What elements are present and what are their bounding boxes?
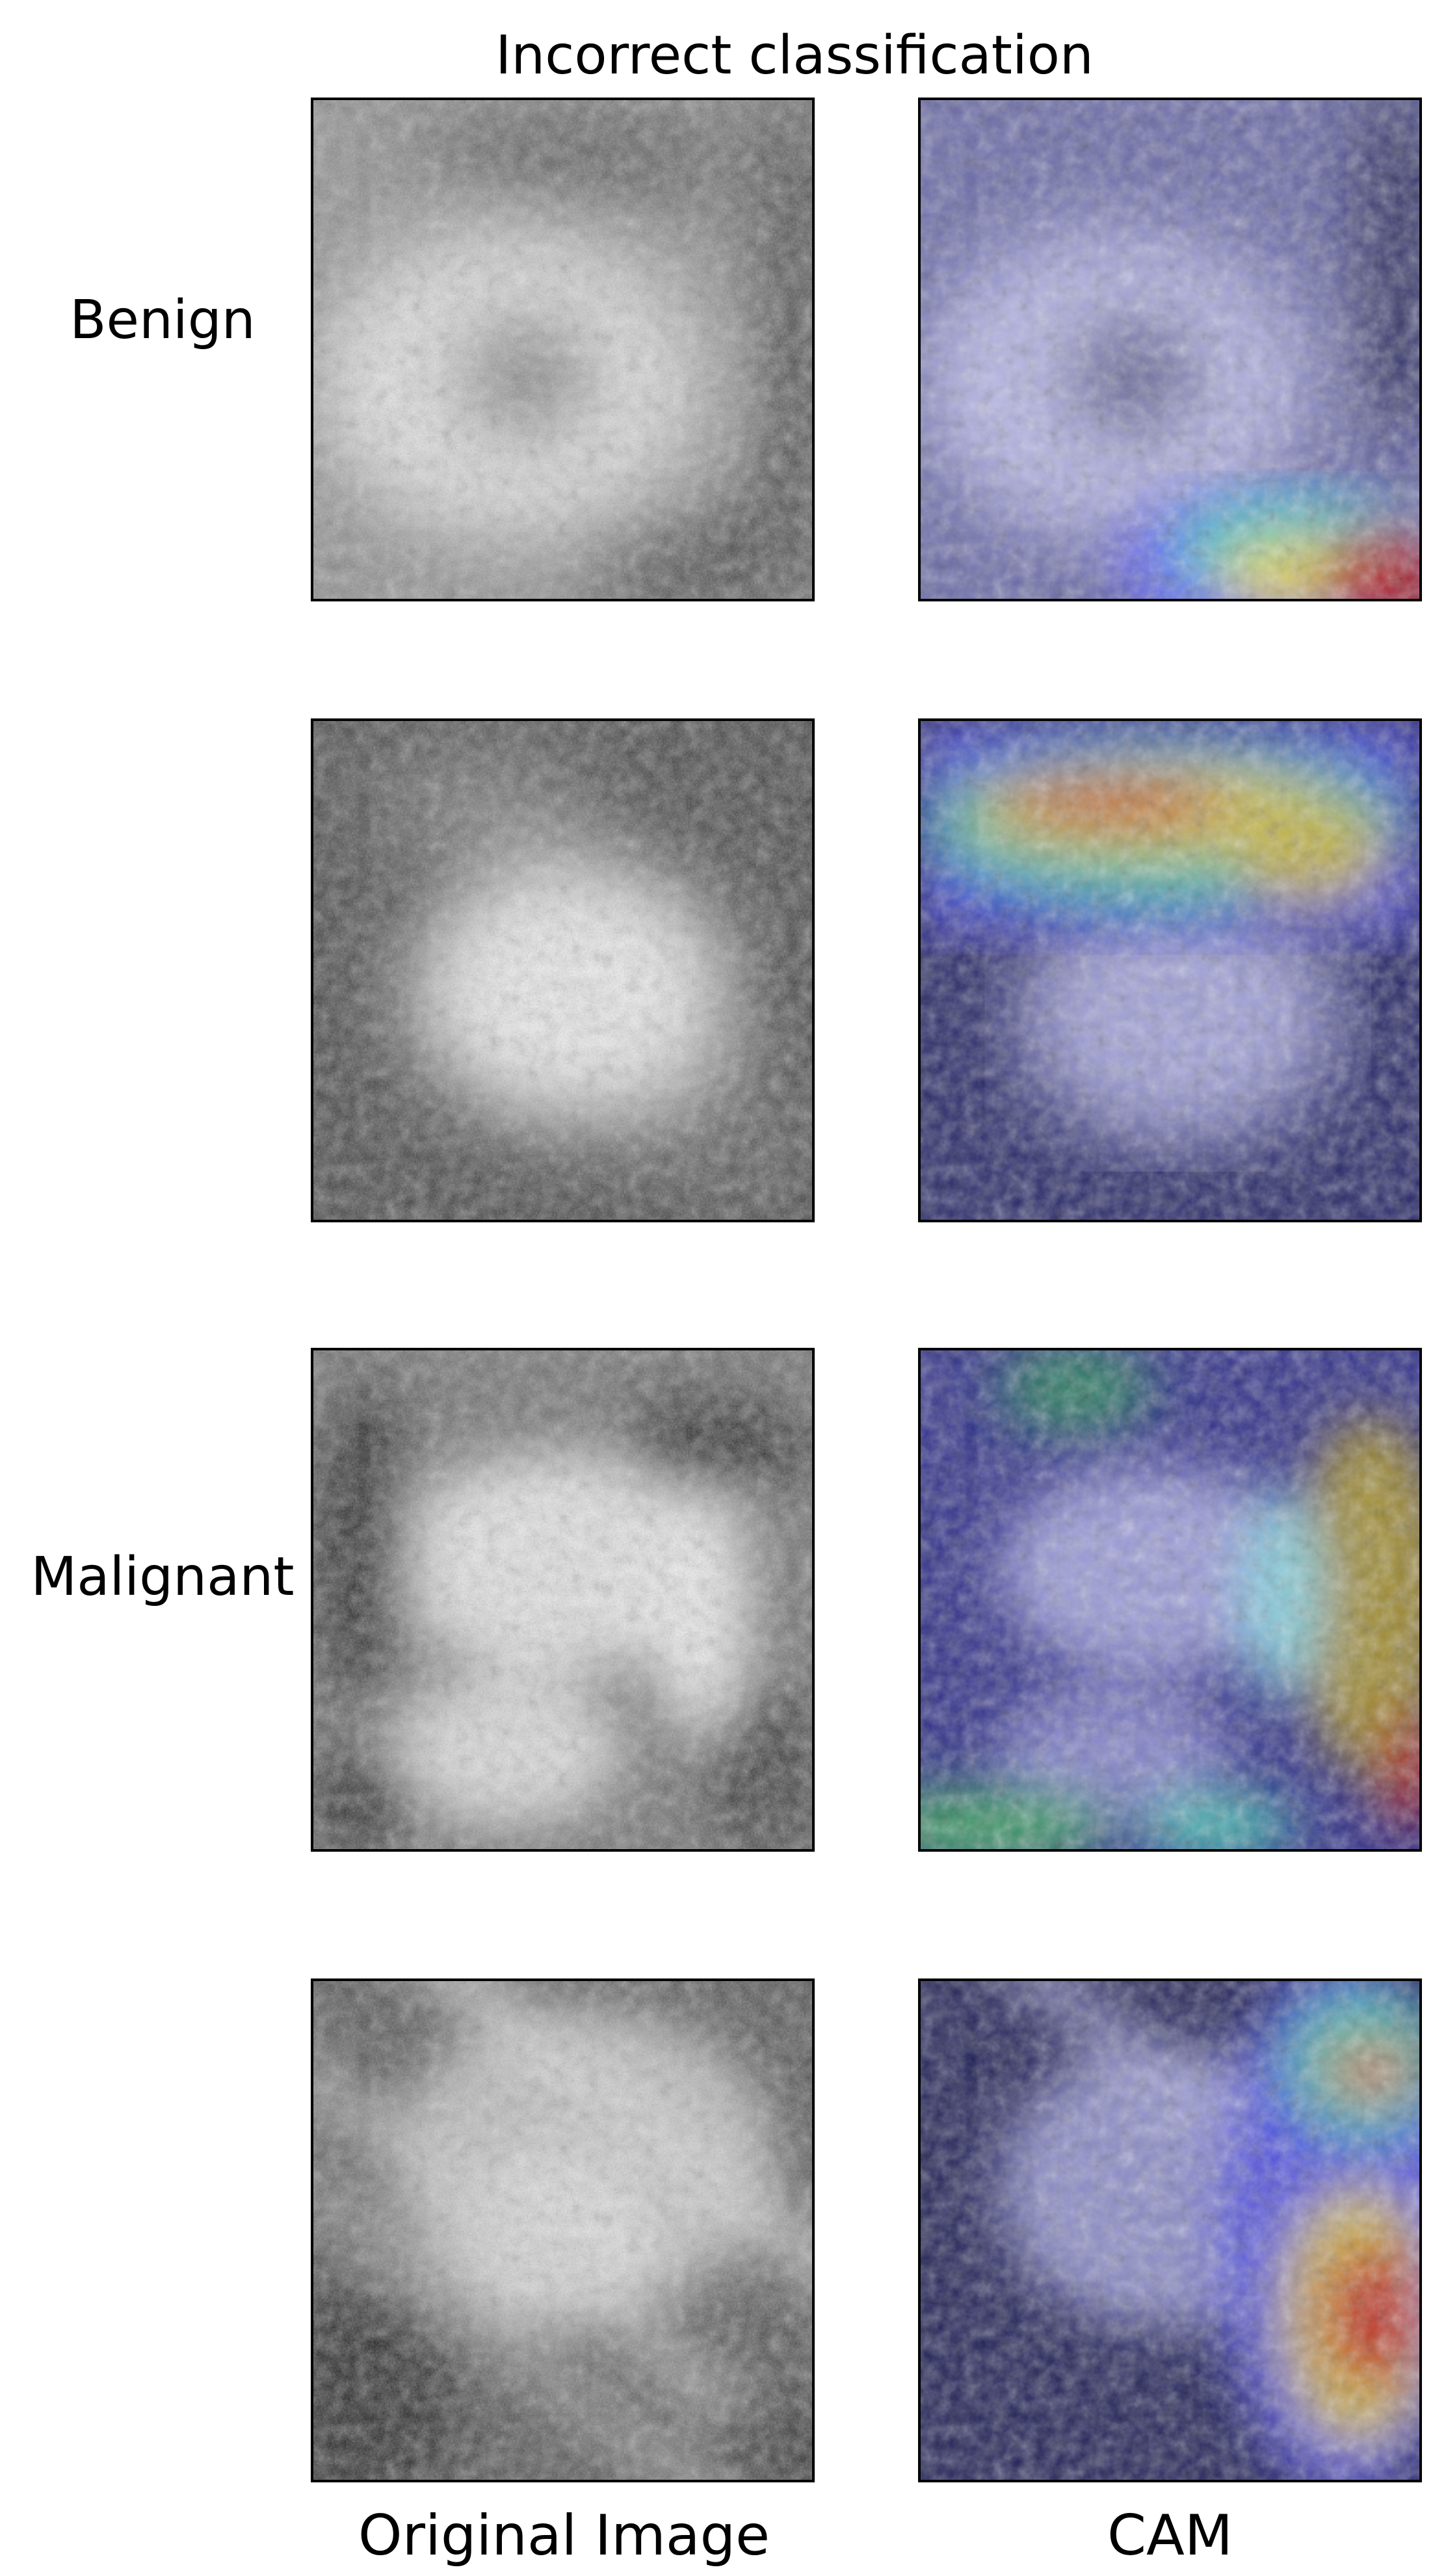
mammogram-image <box>313 100 812 599</box>
cam-heatmap-image <box>921 1350 1419 1849</box>
column-label-original: Original Image <box>358 2503 770 2568</box>
panel-original-malignant-2 <box>311 1978 815 2482</box>
panel-cam-benign-2 <box>918 718 1422 1222</box>
mammogram-image <box>313 1350 812 1849</box>
panel-cam-malignant-1 <box>918 1348 1422 1852</box>
panel-cam-benign-1 <box>918 98 1422 601</box>
panel-original-benign-1 <box>311 98 815 601</box>
column-label-cam: CAM <box>1107 2503 1233 2568</box>
cam-heatmap-image <box>921 100 1419 599</box>
row-label-benign: Benign <box>70 289 256 351</box>
mammogram-image <box>313 1981 812 2480</box>
panel-original-malignant-1 <box>311 1348 815 1852</box>
row-label-malignant: Malignant <box>31 1546 295 1608</box>
cam-heatmap-image <box>921 1981 1419 2480</box>
cam-heatmap-image <box>921 721 1419 1220</box>
figure-title: Incorrect classification <box>495 25 1094 86</box>
panel-original-benign-2 <box>311 718 815 1222</box>
mammogram-image <box>313 721 812 1220</box>
panel-cam-malignant-2 <box>918 1978 1422 2482</box>
